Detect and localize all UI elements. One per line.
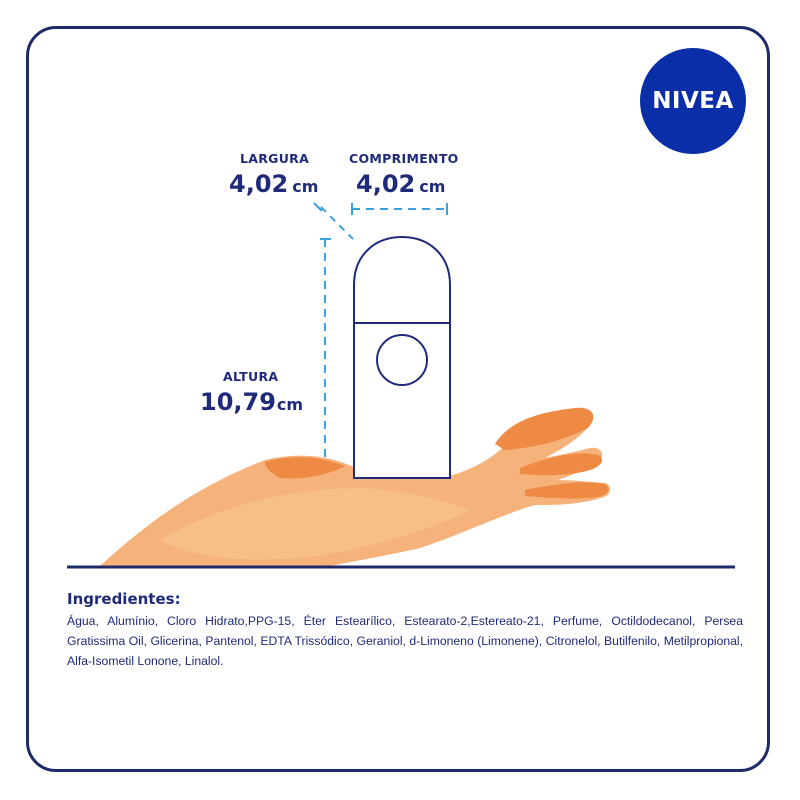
- logo-text: NIVEA: [652, 88, 734, 114]
- bottle-logo-circle: [376, 334, 428, 386]
- finger-1: [520, 453, 603, 476]
- altura-unit: cm: [276, 395, 304, 414]
- altura-number: 10,79: [200, 388, 276, 416]
- ingredients-section: Ingredientes: Água, Alumínio, Cloro Hidr…: [67, 590, 743, 671]
- roll-on-bottle: [353, 235, 451, 479]
- hand-shadow: [265, 457, 345, 479]
- altura-value: 10,79cm: [200, 388, 303, 416]
- largura-value: 4,02 cm: [229, 170, 318, 198]
- largura-dashed-line: [320, 206, 354, 240]
- largura-unit: cm: [292, 177, 319, 196]
- largura-number: 4,02: [229, 170, 289, 198]
- comprimento-value: 4,02 cm: [356, 170, 445, 198]
- comprimento-number: 4,02: [356, 170, 416, 198]
- palm-inner-shade: [160, 488, 470, 560]
- finger-2: [525, 482, 609, 499]
- thumb: [495, 407, 594, 450]
- altura-label: ALTURA: [223, 369, 279, 384]
- nivea-logo: NIVEA: [640, 48, 746, 154]
- ingredients-text: Água, Alumínio, Cloro Hidrato,PPG-15, Ét…: [67, 614, 743, 668]
- largura-label: LARGURA: [240, 151, 310, 166]
- ingredients-title: Ingredientes:: [67, 590, 181, 608]
- comprimento-label: COMPRIMENTO: [349, 151, 459, 166]
- largura-end: [313, 202, 323, 212]
- comprimento-unit: cm: [419, 177, 446, 196]
